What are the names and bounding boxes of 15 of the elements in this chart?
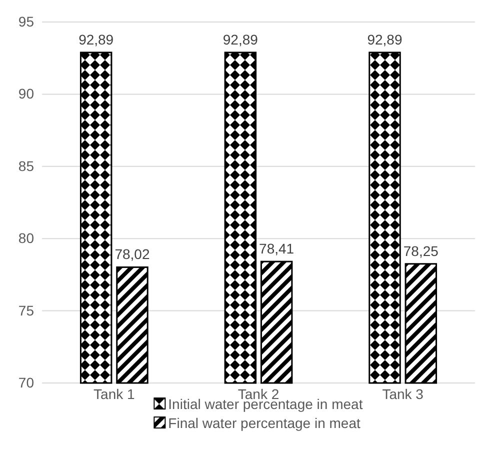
data-label: 92,89: [367, 31, 402, 48]
y-tick-label: 75: [18, 302, 34, 318]
x-tick-label: Tank 1: [94, 386, 136, 402]
data-label: 78,41: [259, 240, 294, 257]
data-label: 78,02: [114, 246, 150, 262]
data-label: 92,89: [78, 31, 114, 48]
data-label: 78,25: [403, 242, 439, 259]
y-tick-label: 80: [18, 230, 34, 246]
y-tick-label: 85: [18, 158, 34, 174]
legend-label: Final water percentage in meat: [168, 415, 360, 431]
y-tick-label: 70: [18, 374, 34, 390]
x-tick-label: Tank 3: [382, 386, 424, 402]
data-label: 92,89: [222, 31, 258, 48]
y-tick-label: 90: [18, 86, 34, 102]
y-tick-label: 95: [18, 13, 34, 30]
